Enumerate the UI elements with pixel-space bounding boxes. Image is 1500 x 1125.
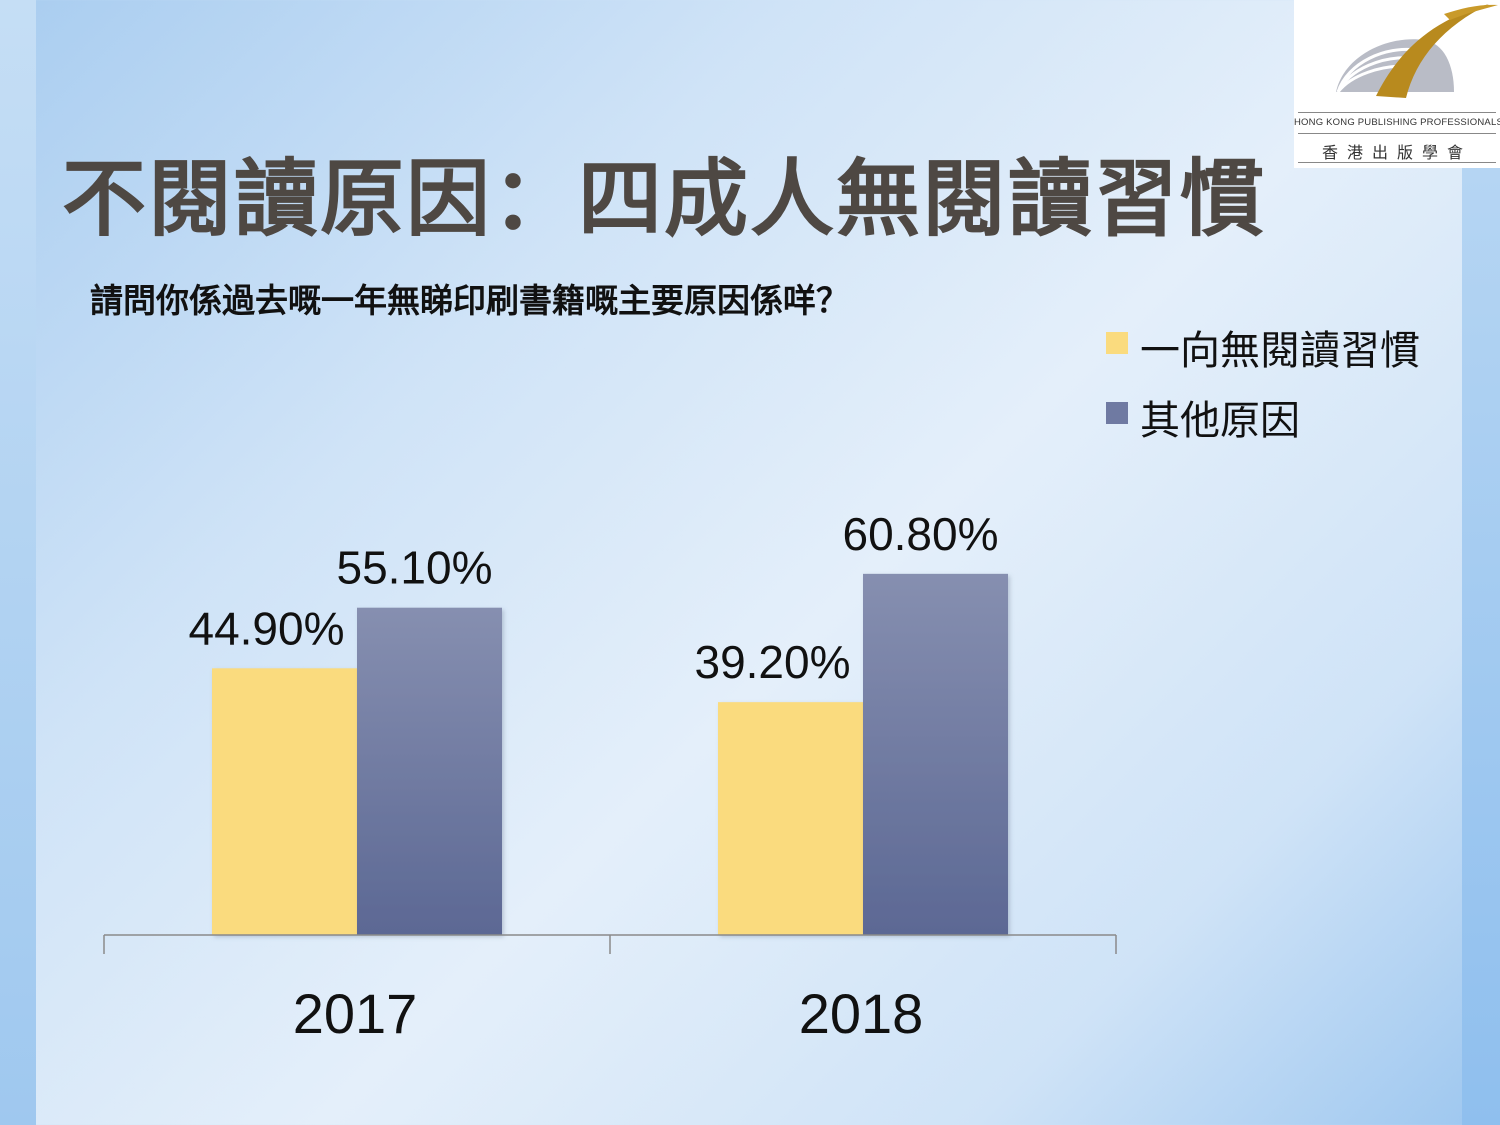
slide-title: 不閱讀原因：四成人無閱讀習慣 (62, 150, 1267, 248)
survey-question: 請問你係過去嘅一年無睇印刷書籍嘅主要原因係咩？ (90, 281, 849, 320)
x-tick-label-2017: 2017 (293, 982, 418, 1045)
logo-english-name: HONG KONG PUBLISHING PROFESSIONALS SOCIE… (1294, 117, 1500, 128)
slide-edge-left (0, 0, 36, 1125)
logo-rule-middle (1298, 133, 1496, 134)
bar-other-2017 (357, 607, 502, 935)
bar-habit-2017 (212, 668, 357, 935)
x-tick-label-2018: 2018 (799, 982, 924, 1045)
logo-chinese-name: 香港出版學會 (1321, 143, 1472, 162)
legend-label-habit: 一向無閱讀習慣 (1140, 328, 1420, 374)
publisher-logo: HONG KONG PUBLISHING PROFESSIONALS SOCIE… (1294, 0, 1500, 168)
legend-swatch-habit (1106, 332, 1128, 354)
legend-swatch-other (1106, 402, 1128, 424)
data-label-other-2018: 60.80% (842, 508, 998, 560)
logo-rule-top (1298, 112, 1496, 113)
logo-emblem-icon (1336, 4, 1498, 98)
bar-other-2018 (863, 573, 1008, 935)
legend-label-other: 其他原因 (1140, 398, 1300, 444)
logo-rule-bottom (1298, 162, 1496, 163)
data-label-habit-2017: 44.90% (188, 602, 344, 654)
data-label-other-2017: 55.10% (336, 542, 492, 594)
slide-edge-right (1462, 0, 1500, 1125)
bar-habit-2018 (718, 702, 863, 935)
data-label-habit-2018: 39.20% (694, 636, 850, 688)
